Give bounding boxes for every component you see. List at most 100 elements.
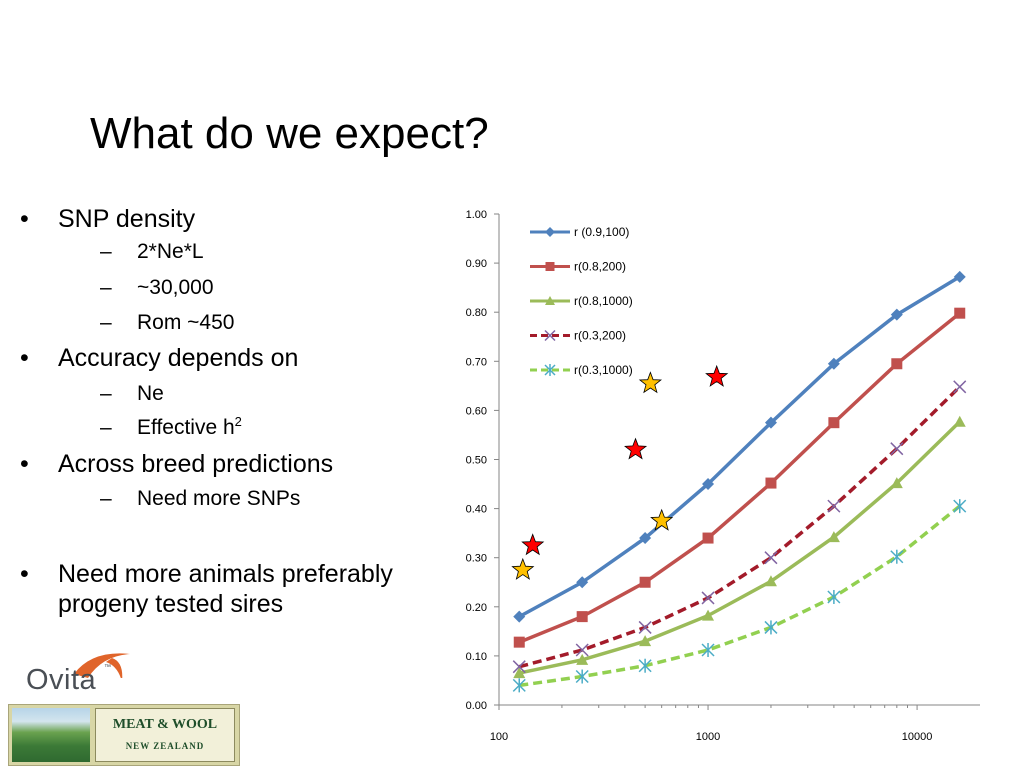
series-1-point (954, 307, 966, 319)
legend-label-3: r(0.3,200) (574, 329, 626, 343)
accuracy-chart: 0.00 0.10 0.20 0.30 0.40 0.50 0.60 0.70 0.80 0.90… (466, 209, 980, 743)
ovita-logo: Ovita ™ (22, 648, 142, 698)
series-2-point (827, 531, 840, 543)
x-tick-label: 1000 (696, 731, 720, 743)
legend-label-4: r(0.3,1000) (574, 363, 633, 377)
series-3-point (701, 591, 715, 605)
series-0-point (764, 416, 777, 429)
meat-wool-line2: NEW ZEALAND (125, 741, 205, 751)
series-2-point (890, 477, 903, 489)
series-3-point (953, 380, 967, 394)
series-3-point-stroke (512, 660, 526, 674)
ovita-logo-text: Ovita (26, 664, 97, 696)
star-annotation-1 (521, 533, 545, 556)
series-0-point (702, 478, 715, 491)
series-1-point (765, 477, 777, 489)
x-tick-label: 100 (490, 731, 508, 743)
series-4-point (575, 669, 589, 684)
sub-bullet-text: Rom ~450 (137, 311, 235, 334)
y-tick-label: 0.00 (466, 700, 487, 712)
bullet-glyph: • (20, 205, 29, 233)
series-3-point-stroke (701, 591, 715, 605)
legend-label-2: r(0.8,1000) (574, 294, 633, 308)
ovita-swoosh-right (106, 658, 123, 678)
ovita-swoosh-left (74, 653, 130, 678)
series-4-point (512, 678, 526, 693)
series-2-point (953, 415, 966, 427)
y-tick-label: 0.50 (466, 455, 487, 467)
x-tick-label: 10000 (902, 731, 933, 743)
series-2-point (764, 575, 777, 587)
meat-wool-logo: MEAT & WOOL NEW ZEALAND (8, 704, 240, 766)
series-4-point (764, 620, 778, 635)
series-4-point (701, 643, 715, 658)
series-2-point (639, 635, 652, 647)
dash-glyph: – (100, 487, 112, 510)
series-4-point (953, 499, 967, 514)
series-0-point (513, 610, 526, 623)
series-2-point (576, 653, 589, 665)
series-3-point (638, 620, 652, 634)
slide-title: What do we expect? (90, 109, 489, 158)
bullet-text: Need more animals preferably progeny tes… (58, 560, 393, 618)
series-3-point (512, 660, 526, 674)
legend-label-1: r(0.8,200) (574, 260, 626, 274)
series-line-3 (518, 385, 961, 669)
sub-bullet-text: 2*Ne*L (137, 240, 204, 263)
star-annotation-3 (638, 371, 663, 394)
y-tick-label: 0.70 (466, 356, 487, 368)
bullet-text: Across breed predictions (58, 450, 334, 478)
legend-marker-3-stroke (544, 329, 556, 342)
meat-wool-panel: MEAT & WOOL NEW ZEALAND (95, 708, 235, 762)
ovita-trademark: ™ (104, 664, 111, 671)
y-tick-label: 0.90 (466, 258, 487, 270)
y-tick-label: 0.80 (466, 307, 487, 319)
bullet-glyph: • (20, 450, 29, 478)
legend-marker-0 (545, 227, 555, 237)
dash-glyph: – (100, 240, 112, 263)
sub-bullet-text-main: Effective h (137, 416, 235, 439)
y-tick-label: 0.20 (466, 602, 487, 614)
bullet-text: SNP density (58, 205, 196, 233)
bullet-glyph: • (20, 560, 29, 588)
meat-wool-line1: MEAT & WOOL (112, 717, 218, 732)
series-3-point-stroke (575, 643, 589, 657)
y-tick-label: 0.10 (466, 651, 487, 663)
star-annotation-0 (511, 557, 535, 580)
series-3-point-stroke (827, 499, 841, 513)
superscript-two: 2 (234, 414, 242, 429)
series-line-0 (518, 275, 961, 619)
bullet-text: Accuracy depends on (58, 344, 299, 372)
sub-bullet-text: Effective h2 (137, 415, 242, 441)
series-3-point (890, 442, 904, 456)
legend-marker-3 (544, 329, 556, 342)
dash-glyph: – (100, 276, 112, 299)
series-2-point (513, 667, 526, 679)
sub-bullet-text: Ne (137, 382, 164, 405)
star-annotation-5 (705, 364, 729, 387)
sub-bullet-text: Need more SNPs (137, 487, 301, 510)
legend-label-0: r (0.9,100) (574, 225, 629, 239)
dash-glyph: – (100, 416, 112, 439)
series-1-point (639, 576, 651, 588)
star-annotation-2 (624, 437, 648, 460)
y-tick-label: 0.30 (466, 553, 487, 565)
legend-marker-4 (544, 364, 556, 376)
series-3-point (827, 499, 841, 513)
series-1-point (891, 358, 903, 370)
sub-bullet-text: ~30,000 (137, 276, 214, 299)
series-4-point (890, 549, 904, 564)
ovita-swoosh-icon (74, 653, 130, 678)
series-line-4 (519, 504, 961, 688)
bullet-glyph: • (20, 344, 29, 372)
series-0-point (890, 308, 903, 321)
series-3-point-stroke (764, 551, 778, 565)
series-0-point (827, 357, 840, 370)
y-tick-label: 1.00 (466, 209, 487, 221)
legend-marker-2 (545, 296, 555, 305)
star-annotation-4 (650, 508, 674, 531)
series-3-point-stroke (638, 620, 652, 634)
series-1-point (513, 636, 525, 648)
series-3-point-stroke (890, 442, 904, 456)
series-0-point (576, 576, 589, 589)
